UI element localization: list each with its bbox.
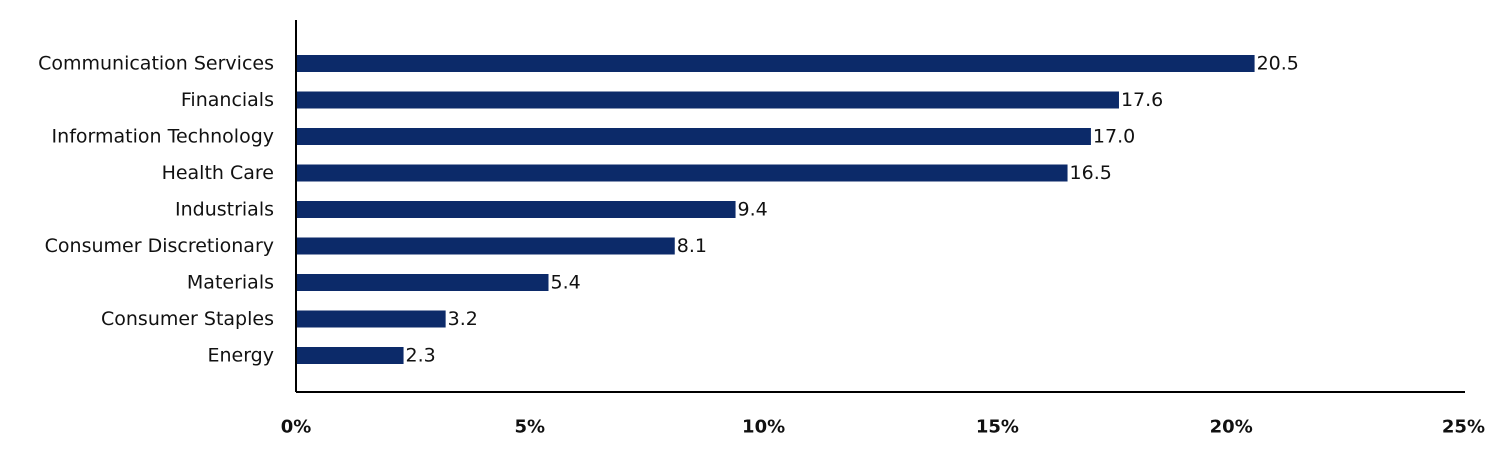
value-label-6: 5.4 <box>551 272 581 294</box>
bar-1 <box>296 91 1119 109</box>
bar-0 <box>296 55 1255 72</box>
value-label-5: 8.1 <box>677 235 707 257</box>
value-label-7: 3.2 <box>448 308 478 330</box>
value-label-4: 9.4 <box>738 199 768 221</box>
bar-4 <box>296 201 736 218</box>
category-label-5: Consumer Discretionary <box>45 235 274 257</box>
axes-layer <box>295 20 1465 393</box>
category-label-6: Materials <box>187 272 274 294</box>
bar-2 <box>296 128 1091 145</box>
bar-8 <box>296 347 404 364</box>
category-label-8: Energy <box>207 345 274 367</box>
x-tick-label-3: 15% <box>976 417 1019 438</box>
x-tick-label-5: 25% <box>1442 417 1485 438</box>
category-label-0: Communication Services <box>38 53 274 75</box>
value-label-0: 20.5 <box>1257 53 1299 75</box>
x-tick-label-4: 20% <box>1210 417 1253 438</box>
bar-7 <box>296 310 446 328</box>
bar-3 <box>296 164 1068 182</box>
value-label-8: 2.3 <box>406 345 436 367</box>
category-label-1: Financials <box>181 89 274 111</box>
value-label-3: 16.5 <box>1070 162 1112 184</box>
bar-5 <box>296 237 675 255</box>
category-label-4: Industrials <box>175 199 274 221</box>
value-label-1: 17.6 <box>1121 89 1163 111</box>
bars-layer <box>296 55 1255 364</box>
value-label-2: 17.0 <box>1093 126 1135 148</box>
labels-layer: Communication Services 20.5 Financials 17.6… <box>38 53 1485 438</box>
x-tick-label-1: 5% <box>515 417 546 438</box>
x-tick-label-2: 10% <box>742 417 785 438</box>
x-tick-label-0: 0% <box>281 417 312 438</box>
category-label-3: Health Care <box>162 162 274 184</box>
bar-6 <box>296 274 549 291</box>
category-label-7: Consumer Staples <box>101 308 274 330</box>
category-label-2: Information Technology <box>52 126 274 148</box>
